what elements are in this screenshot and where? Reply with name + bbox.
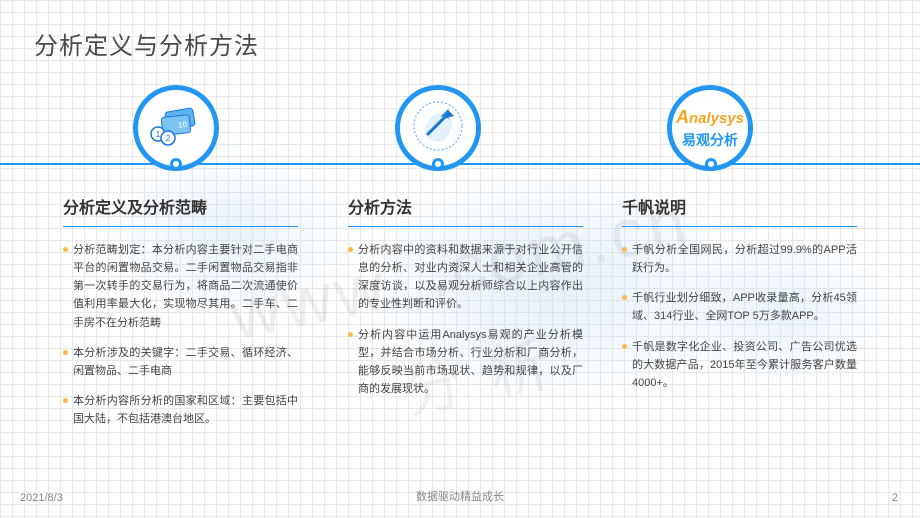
column-3: 千帆说明 千帆分析全国网民，分析超过99.9%的APP活跃行为。 千帆行业划分细… [622,194,857,404]
column-1-bullet: 分析范畴划定：本分析内容主要针对二手电商平台的闲置物品交易。二手闲置物品交易指非… [63,241,298,332]
axis-dot-2 [432,158,444,170]
column-1: 分析定义及分析范畴 分析范畴划定：本分析内容主要针对二手电商平台的闲置物品交易。… [63,194,298,440]
money-cards-icon: 50 10 1 2 [148,106,204,151]
column-2-bullet: 分析内容中运用Analysys易观的产业分析模型，并结合市场分析、行业分析和厂商… [348,326,583,399]
axis-dot-3 [705,158,717,170]
svg-text:1: 1 [156,130,161,139]
logo-en: nalysys [689,110,744,127]
footer-center-text: 数据驱动精益成长 [416,488,504,504]
page-title: 分析定义与分析方法 [34,26,259,61]
column-2-bullet: 分析内容中的资料和数据来源于对行业公开信息的分析、对业内资深人士和相关企业高管的… [348,241,583,314]
column-1-heading: 分析定义及分析范畴 [63,194,298,227]
column-3-bullet: 千帆分析全国网民，分析超过99.9%的APP活跃行为。 [622,241,857,277]
column-1-bullet: 本分析涉及的关键字：二手交易、循环经济、闲置物品、二手电商 [63,344,298,380]
svg-text:10: 10 [178,119,188,129]
column-3-heading: 千帆说明 [622,194,857,227]
column-3-bullet: 千帆行业划分细致，APP收录量高，分析45领域、314行业、全网TOP 5万多款… [622,289,857,325]
column-1-bullet: 本分析内容所分析的国家和区域：主要包括中国大陆，不包括港澳台地区。 [63,392,298,428]
column-2: 分析方法 分析内容中的资料和数据来源于对行业公开信息的分析、对业内资深人士和相关… [348,194,583,410]
footer-date: 2021/8/3 [20,492,63,504]
svg-text:2: 2 [166,134,171,143]
column-2-heading: 分析方法 [348,194,583,227]
column-3-bullet: 千帆是数字化企业、投资公司、广告公司优选的大数据产品，2015年至今累计服务客户… [622,338,857,392]
footer-page-number: 2 [892,492,898,504]
globe-arrow-icon [408,96,468,161]
analysys-logo: Analysys 易观分析 [676,107,744,150]
logo-cn: 易观分析 [676,130,744,150]
axis-dot-1 [170,158,182,170]
